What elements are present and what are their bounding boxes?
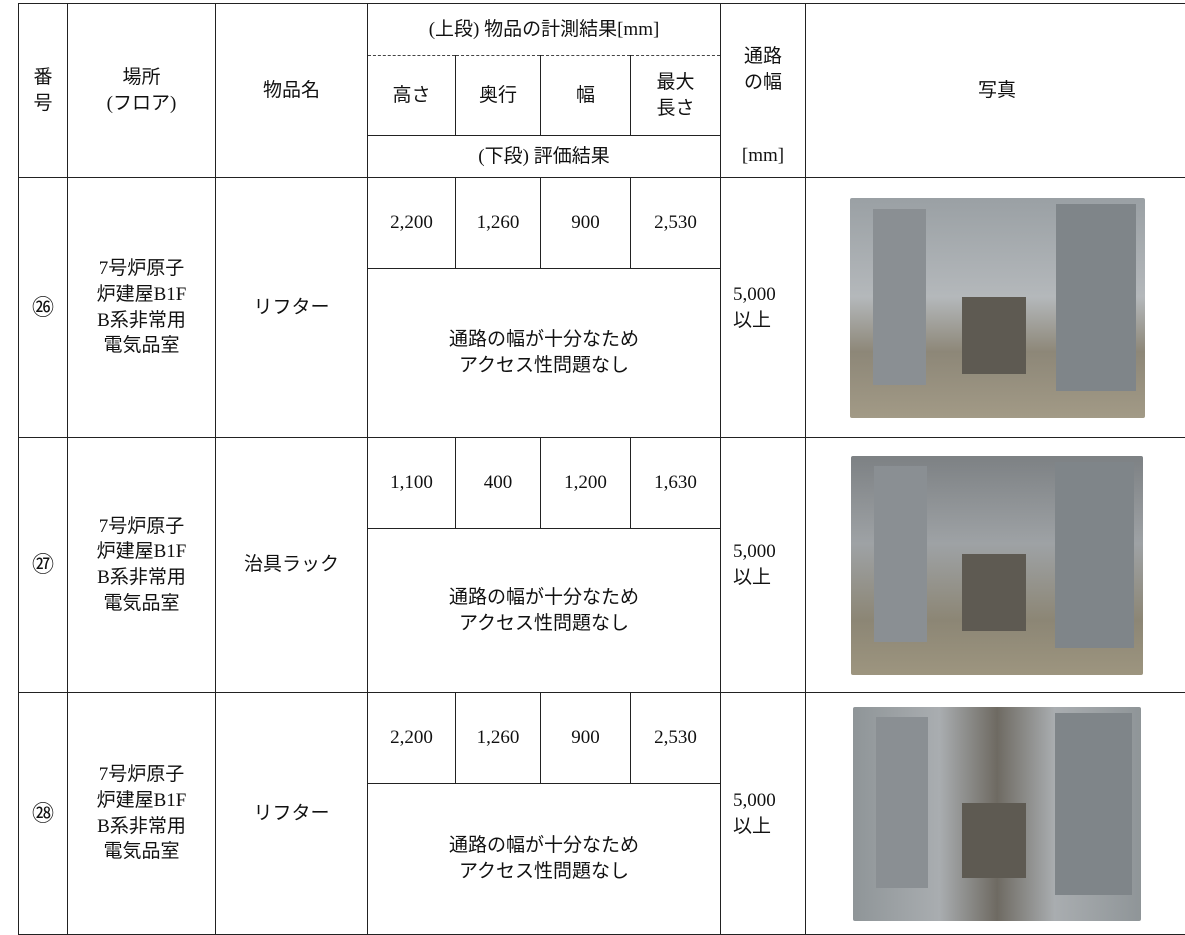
header-height: 高さ: [368, 56, 456, 136]
row-number: ㉘: [19, 693, 68, 935]
photo-detail: [876, 717, 928, 888]
row-location: 7号炉原子 炉建屋B1F B系非常用 電気品室: [68, 438, 216, 693]
photo: [851, 456, 1143, 675]
photo-detail: [1055, 462, 1134, 648]
header-item: 物品名: [216, 4, 368, 178]
header-width: 幅: [541, 56, 631, 136]
photo: [850, 198, 1145, 418]
photo-detail: [1055, 713, 1133, 895]
header-upper: (上段) 物品の計測結果[mm]: [368, 4, 721, 56]
row-evaluation: 通路の幅が十分なため アクセス性問題なし: [368, 269, 721, 438]
row-height: 2,200: [368, 178, 456, 269]
photo-detail: [1056, 204, 1136, 391]
row-passage: 5,000 以上: [721, 178, 806, 438]
row-depth: 1,260: [456, 693, 541, 784]
row-item: リフター: [216, 178, 368, 438]
row-depth: 1,260: [456, 178, 541, 269]
photo-detail: [874, 466, 927, 641]
header-photo: 写真: [806, 4, 1185, 178]
row-width: 1,200: [541, 438, 631, 529]
photo-detail: [962, 554, 1026, 631]
row-width: 900: [541, 693, 631, 784]
row-evaluation: 通路の幅が十分なため アクセス性問題なし: [368, 529, 721, 693]
row-photo-cell: [806, 693, 1185, 935]
header-number: 番号: [19, 4, 68, 178]
header-max-length: 最大 長さ: [631, 56, 721, 136]
row-photo-cell: [806, 438, 1185, 693]
row-max-length: 1,630: [631, 438, 721, 529]
row-max-length: 2,530: [631, 178, 721, 269]
header-depth: 奥行: [456, 56, 541, 136]
inspection-table: 番号 場所 (フロア) 物品名 (上段) 物品の計測結果[mm] 通路 の幅 写…: [18, 3, 1185, 935]
photo: [853, 707, 1141, 921]
photo-detail: [873, 209, 926, 385]
row-item: リフター: [216, 693, 368, 935]
header-passage: 通路 の幅: [721, 4, 806, 136]
row-width: 900: [541, 178, 631, 269]
row-depth: 400: [456, 438, 541, 529]
row-height: 1,100: [368, 438, 456, 529]
row-item: 治具ラック: [216, 438, 368, 693]
row-passage: 5,000 以上: [721, 438, 806, 693]
row-location: 7号炉原子 炉建屋B1F B系非常用 電気品室: [68, 693, 216, 935]
row-number: ㉖: [19, 178, 68, 438]
row-height: 2,200: [368, 693, 456, 784]
row-evaluation: 通路の幅が十分なため アクセス性問題なし: [368, 784, 721, 935]
photo-detail: [962, 297, 1027, 374]
row-number: ㉗: [19, 438, 68, 693]
row-passage: 5,000 以上: [721, 693, 806, 935]
row-photo-cell: [806, 178, 1185, 438]
header-passage-unit: [mm]: [721, 136, 806, 178]
row-location: 7号炉原子 炉建屋B1F B系非常用 電気品室: [68, 178, 216, 438]
header-location: 場所 (フロア): [68, 4, 216, 178]
row-max-length: 2,530: [631, 693, 721, 784]
photo-detail: [962, 803, 1025, 878]
header-lower: (下段) 評価結果: [368, 136, 721, 178]
